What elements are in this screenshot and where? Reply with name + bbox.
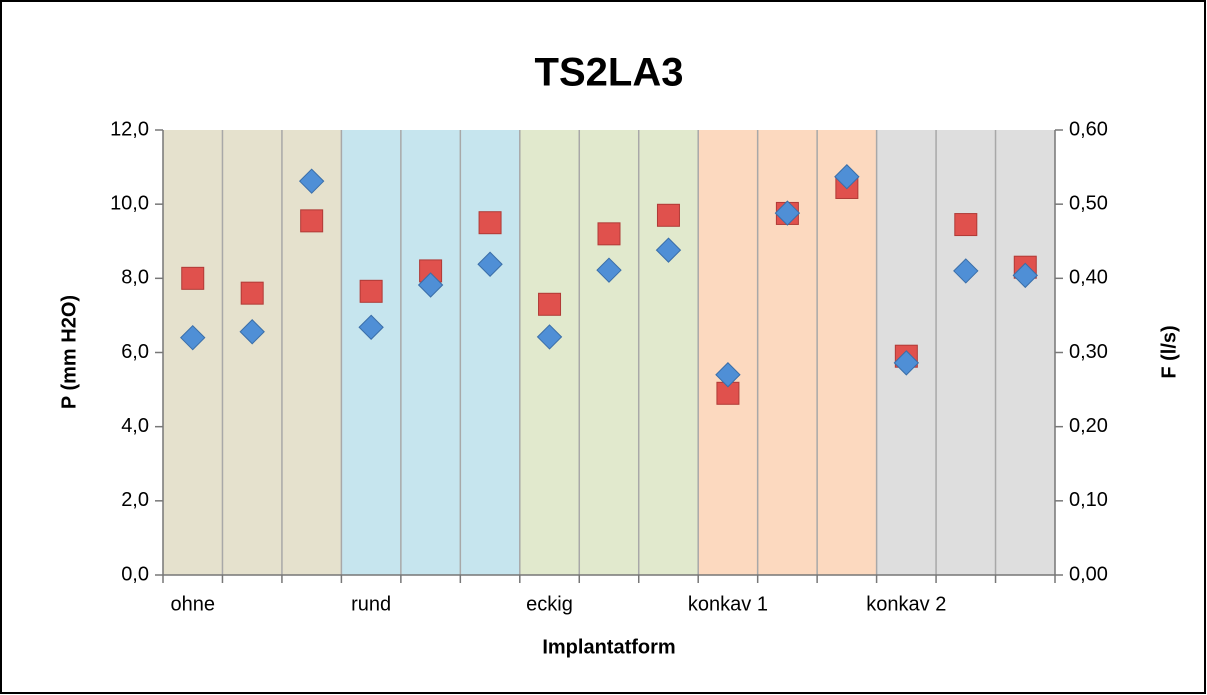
group-band <box>341 130 520 575</box>
data-point <box>358 314 384 340</box>
data-point <box>834 164 860 190</box>
y-tick-label: 10,0 <box>110 192 149 214</box>
x-axis-label: Implantatform <box>542 636 675 658</box>
data-point <box>893 350 920 376</box>
y2-tick-label: 0,30 <box>1069 341 1108 363</box>
y2-tick-label: 0,20 <box>1069 415 1108 437</box>
data-point <box>417 272 444 298</box>
data-point <box>538 292 562 316</box>
data-point <box>478 211 502 235</box>
data-point <box>597 222 621 246</box>
y2-axis-label: F (l/s) <box>1158 325 1180 378</box>
data-point <box>536 324 563 350</box>
y-tick-label: 4,0 <box>121 415 149 437</box>
data-point <box>239 319 265 345</box>
data-point <box>240 281 264 305</box>
data-point <box>181 266 205 290</box>
data-point <box>300 209 324 233</box>
y2-tick-label: 0,60 <box>1069 118 1108 140</box>
y2-tick-label: 0,50 <box>1069 192 1108 214</box>
data-point <box>774 200 801 226</box>
data-point <box>953 258 979 284</box>
data-point <box>655 237 682 263</box>
y-axis-label: P (mm H2O) <box>58 295 80 409</box>
group-band <box>163 130 342 575</box>
y-tick-label: 2,0 <box>121 489 149 511</box>
data-point <box>954 213 978 237</box>
y2-tick-label: 0,00 <box>1069 563 1108 585</box>
y-tick-label: 0,0 <box>121 563 149 585</box>
x-tick-label: ohne <box>170 593 215 615</box>
x-tick-label: rund <box>351 593 391 615</box>
data-point <box>1012 262 1038 289</box>
group-band <box>519 130 699 575</box>
y-tick-label: 6,0 <box>121 341 149 363</box>
data-point <box>656 203 680 227</box>
data-point <box>477 251 503 277</box>
y2-tick-label: 0,10 <box>1069 489 1108 511</box>
data-point <box>596 257 622 283</box>
data-point <box>298 168 325 194</box>
y-tick-label: 12,0 <box>110 118 149 140</box>
x-tick-label: konkav 2 <box>866 593 946 615</box>
x-tick-label: eckig <box>526 593 573 615</box>
x-tick-label: konkav 1 <box>688 593 768 615</box>
data-point <box>180 324 206 351</box>
y-tick-label: 8,0 <box>121 267 149 289</box>
bands <box>163 130 1055 575</box>
data-point <box>715 362 741 388</box>
y2-tick-label: 0,40 <box>1069 267 1108 289</box>
data-point <box>359 279 383 303</box>
chart-title: TS2LA3 <box>535 51 684 95</box>
